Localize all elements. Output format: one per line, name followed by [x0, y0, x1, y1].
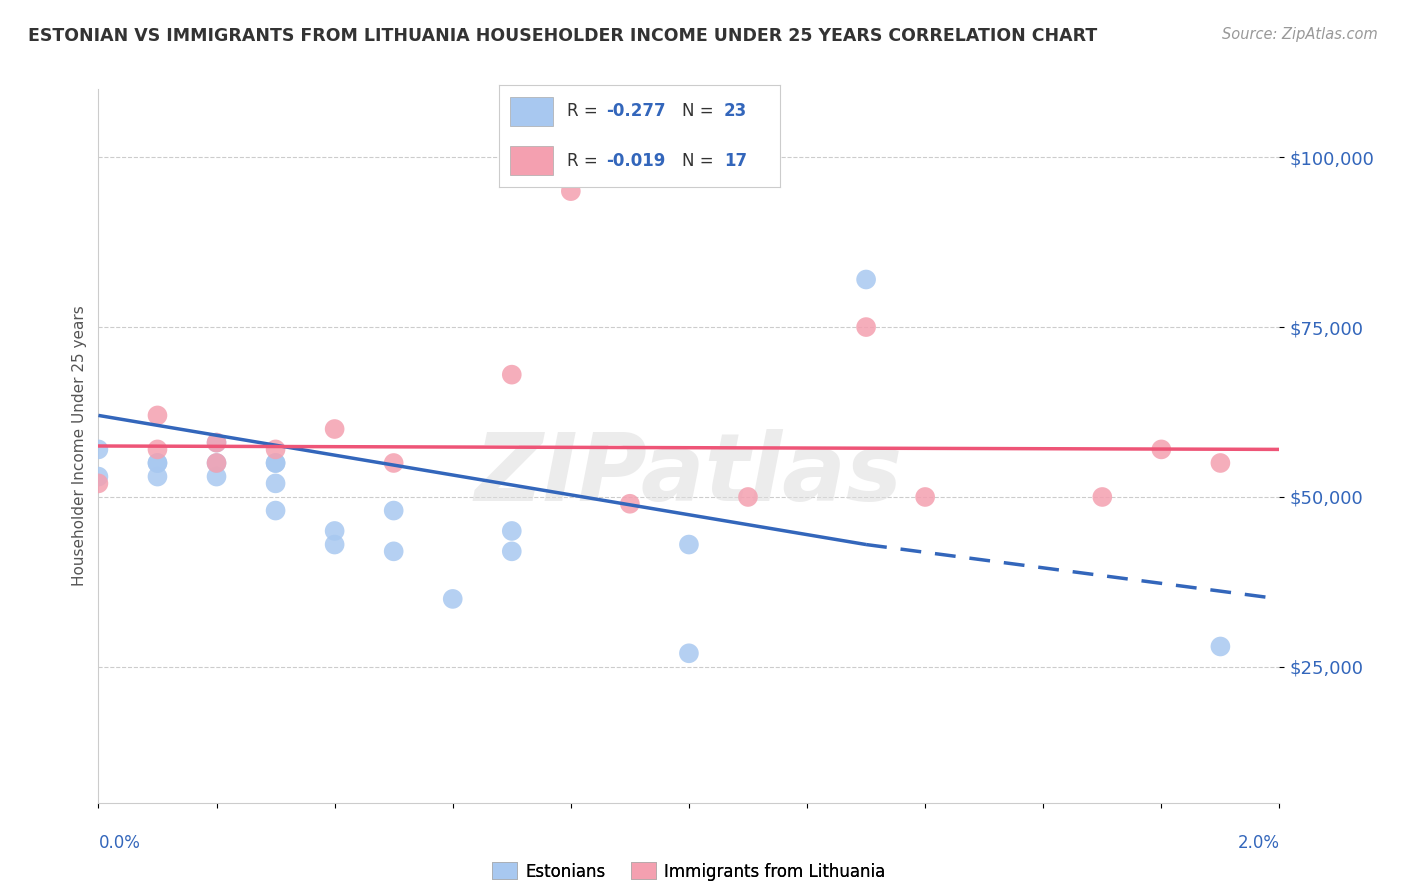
Point: [382, 544, 405, 558]
Point: [1150, 442, 1173, 457]
Text: N =: N =: [682, 152, 718, 169]
Text: ZIPatlas: ZIPatlas: [475, 428, 903, 521]
Point: [323, 422, 346, 436]
Point: [146, 442, 169, 457]
Point: [914, 490, 936, 504]
Text: R =: R =: [567, 103, 603, 120]
Point: [501, 544, 523, 558]
Text: 23: 23: [724, 103, 748, 120]
Point: [264, 476, 287, 491]
Point: [560, 184, 582, 198]
Point: [619, 497, 641, 511]
Point: [323, 537, 346, 551]
Point: [382, 503, 405, 517]
Text: Source: ZipAtlas.com: Source: ZipAtlas.com: [1222, 27, 1378, 42]
Text: 0.0%: 0.0%: [98, 834, 141, 852]
Point: [678, 646, 700, 660]
Point: [205, 469, 228, 483]
Point: [87, 469, 110, 483]
Point: [264, 503, 287, 517]
Text: N =: N =: [682, 103, 718, 120]
Point: [678, 537, 700, 551]
Point: [146, 409, 169, 423]
Point: [146, 456, 169, 470]
Point: [264, 456, 287, 470]
FancyBboxPatch shape: [510, 146, 553, 175]
Point: [323, 524, 346, 538]
Point: [264, 442, 287, 457]
Text: R =: R =: [567, 152, 603, 169]
Point: [501, 368, 523, 382]
Point: [382, 456, 405, 470]
Point: [205, 456, 228, 470]
FancyBboxPatch shape: [510, 97, 553, 126]
Text: 2.0%: 2.0%: [1237, 834, 1279, 852]
Point: [87, 442, 110, 457]
Point: [855, 272, 877, 286]
Point: [441, 591, 464, 606]
Point: [205, 435, 228, 450]
Point: [855, 320, 877, 334]
Point: [205, 456, 228, 470]
Point: [1091, 490, 1114, 504]
Point: [264, 456, 287, 470]
Point: [737, 490, 759, 504]
Text: -0.277: -0.277: [606, 103, 665, 120]
Text: -0.019: -0.019: [606, 152, 665, 169]
Point: [87, 476, 110, 491]
Y-axis label: Householder Income Under 25 years: Householder Income Under 25 years: [72, 306, 87, 586]
Legend: Estonians, Immigrants from Lithuania: Estonians, Immigrants from Lithuania: [485, 855, 893, 888]
Point: [1209, 640, 1232, 654]
Point: [205, 435, 228, 450]
Text: ESTONIAN VS IMMIGRANTS FROM LITHUANIA HOUSEHOLDER INCOME UNDER 25 YEARS CORRELAT: ESTONIAN VS IMMIGRANTS FROM LITHUANIA HO…: [28, 27, 1097, 45]
Text: 17: 17: [724, 152, 747, 169]
Point: [146, 469, 169, 483]
Point: [146, 456, 169, 470]
Point: [1209, 456, 1232, 470]
Point: [501, 524, 523, 538]
